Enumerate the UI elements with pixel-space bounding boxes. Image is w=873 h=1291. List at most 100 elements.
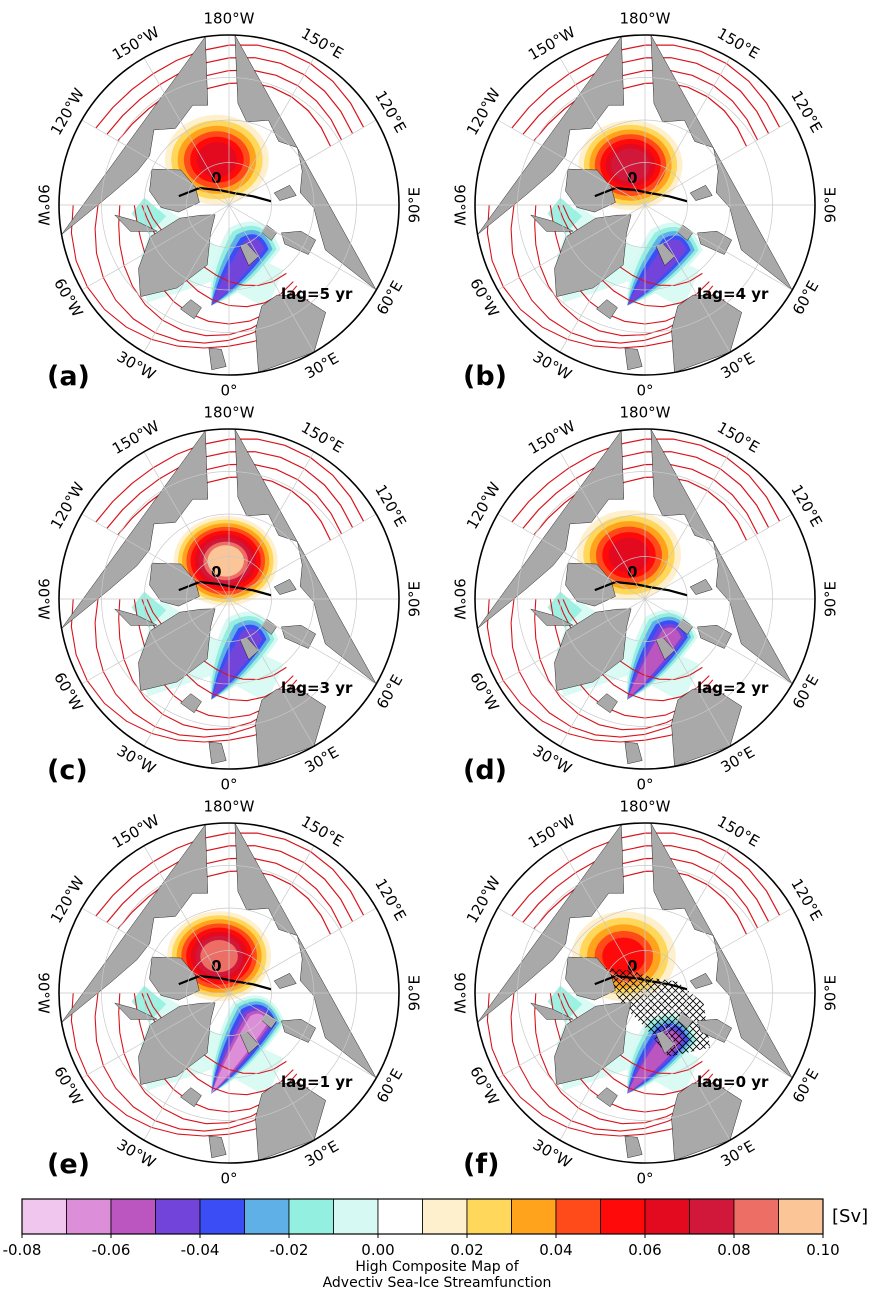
- longitude-label: 180°W: [204, 798, 255, 816]
- colorbar-swatch: [689, 1198, 735, 1235]
- land-uk: [624, 741, 643, 765]
- lag-label: lag=4 yr: [697, 285, 769, 303]
- meridian-line: [559, 845, 646, 994]
- land-uk: [624, 347, 643, 371]
- land-greenland: [554, 608, 632, 691]
- meridian-line: [644, 598, 731, 747]
- longitude-label: 0°: [636, 382, 653, 400]
- longitude-label: 180°W: [204, 10, 255, 28]
- meridian-line: [644, 451, 731, 600]
- meridian-line: [644, 907, 793, 994]
- colorbar-swatch: [288, 1198, 334, 1235]
- lag-label: lag=5 yr: [281, 285, 353, 303]
- land-severnaya-zemlya: [689, 579, 713, 595]
- colorbar-swatch: [110, 1198, 156, 1235]
- meridian-line: [81, 204, 230, 291]
- zero-contour: [594, 974, 688, 991]
- colorbar-swatch: [244, 1198, 290, 1235]
- colorbar-swatch: [199, 1198, 245, 1235]
- meridian-line: [81, 119, 230, 206]
- colorbar-tick-label: 0.10: [806, 1241, 839, 1259]
- zero-contour-label: 0: [627, 169, 637, 187]
- meridian-line: [81, 513, 230, 600]
- colorbar-swatch: [155, 1198, 201, 1235]
- land-scandinavia: [671, 1082, 742, 1161]
- land-iceland: [596, 693, 618, 714]
- land-uk: [208, 741, 227, 765]
- meridian-line: [81, 907, 230, 994]
- colorbar-unit: [Sv]: [832, 1206, 868, 1227]
- colorbar-title-line1: High Composite Map of: [355, 1259, 519, 1275]
- zero-contour-label: 0: [211, 169, 221, 187]
- panel-label: (e): [47, 1149, 90, 1180]
- longitude-label: 180°W: [620, 10, 671, 28]
- meridian-line: [228, 204, 377, 291]
- map-outline: [58, 822, 400, 1164]
- longitude-label: 0°: [220, 382, 237, 400]
- map-outline: [474, 428, 816, 770]
- map-outline: [474, 822, 816, 1164]
- map-outline: [58, 34, 400, 376]
- zero-contour: [178, 580, 272, 597]
- zero-contour-label: 0: [211, 957, 221, 975]
- colorbar-swatch: [422, 1198, 468, 1235]
- land-scandinavia: [255, 294, 326, 373]
- colorbar-swatch: [333, 1198, 379, 1235]
- map-content: 0: [59, 823, 399, 1163]
- meridian-line: [559, 598, 646, 747]
- map-panel: 0180°W150°E120°E90°E60°E30°E0°30°W60°W90…: [451, 798, 840, 1188]
- panel-label: (d): [463, 755, 507, 786]
- longitude-label: 90°W: [35, 184, 53, 226]
- negative-anomaly-level: [211, 1013, 268, 1094]
- colorbar-swatch: [600, 1198, 646, 1235]
- meridian-line: [644, 845, 731, 994]
- land-baffin: [114, 608, 158, 626]
- colorbar-title-line2: Advectiv Sea-Ice Streamfunction: [323, 1275, 552, 1291]
- land-iceland: [596, 299, 618, 320]
- zero-contour: [594, 186, 688, 203]
- meridian-line: [143, 992, 230, 1141]
- land-north-america: [477, 824, 625, 1023]
- positive-anomaly-level: [608, 537, 650, 573]
- meridian-line: [559, 992, 646, 1141]
- meridian-line: [497, 907, 646, 994]
- colorbar-tick-label: 0.08: [717, 1241, 750, 1259]
- land-baffin: [114, 214, 158, 232]
- meridian-line: [228, 907, 377, 994]
- longitude-label: 90°W: [451, 578, 469, 620]
- longitude-label: 90°E: [822, 581, 840, 617]
- meridian-line: [81, 598, 230, 685]
- longitude-label: 90°E: [406, 187, 424, 223]
- meridian-line: [644, 204, 793, 291]
- longitude-label: 90°E: [406, 581, 424, 617]
- meridian-line: [559, 204, 646, 353]
- map-panel: 0180°W150°E120°E90°E60°E30°E0°30°W60°W90…: [35, 10, 424, 400]
- colorbar-swatch: [733, 1198, 779, 1235]
- longitude-label: 180°W: [204, 404, 255, 422]
- land-iceland: [596, 1087, 618, 1108]
- colorbar-tick-label: 0.06: [628, 1241, 661, 1259]
- lag-label: lag=3 yr: [281, 679, 353, 697]
- meridian-line: [143, 845, 230, 994]
- map-panel: 0180°W150°E120°E90°E60°E30°E0°30°W60°W90…: [451, 10, 840, 400]
- zero-contour-label: 0: [627, 563, 637, 581]
- land-greenland: [138, 608, 216, 691]
- land-greenland: [554, 1002, 632, 1085]
- meridian-line: [143, 598, 230, 747]
- colorbar: -0.08 -0.06 -0.04 -0.02 0.00 0.02 0.04 0.06 0.08…: [3, 1198, 868, 1291]
- map-content: 0: [475, 429, 815, 769]
- meridian-line: [228, 57, 315, 206]
- meridian-line: [497, 598, 646, 685]
- colorbar-tick-label: 0.02: [450, 1241, 483, 1259]
- land-greenland: [138, 1002, 216, 1085]
- land-greenland: [554, 214, 632, 297]
- panel-label: (f): [463, 1149, 499, 1180]
- map-content: 0: [475, 823, 815, 1163]
- meridian-line: [81, 992, 230, 1079]
- land-severnaya-zemlya: [273, 185, 297, 201]
- longitude-label: 90°E: [822, 975, 840, 1011]
- map-content: 0: [475, 35, 815, 375]
- zero-contour-label: 0: [627, 957, 637, 975]
- colorbar-swatch: [511, 1198, 557, 1235]
